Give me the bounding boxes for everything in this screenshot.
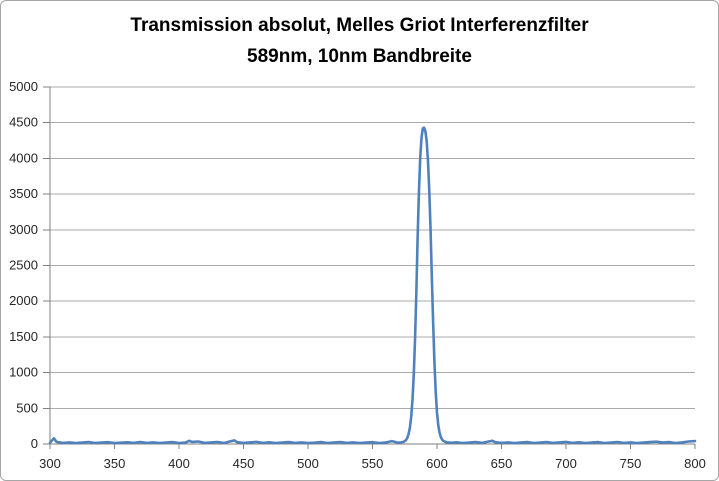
chart-title: Transmission absolut, Melles Griot Inter…	[1, 10, 718, 72]
x-tick-label: 550	[362, 456, 384, 471]
x-tick-label: 350	[104, 456, 126, 471]
y-tick-label: 500	[16, 400, 38, 415]
x-tick-label: 700	[555, 456, 577, 471]
y-tick-label: 1000	[9, 365, 38, 380]
x-tick-label: 500	[297, 456, 319, 471]
transmission-line	[48, 126, 697, 445]
y-tick-label: 2000	[9, 293, 38, 308]
x-tick-label: 800	[684, 456, 706, 471]
x-tick-label: 300	[39, 456, 61, 471]
x-tick-label: 650	[491, 456, 513, 471]
chart-title-line2: 589nm, 10nm Bandbreite	[247, 46, 472, 67]
y-tick-label: 2500	[9, 258, 38, 273]
y-tick-label: 4500	[9, 115, 38, 130]
y-tick-label: 4000	[9, 150, 38, 165]
x-tick-label: 600	[426, 456, 448, 471]
y-tick-label: 1500	[9, 329, 38, 344]
y-tick-label: 5000	[9, 79, 38, 94]
x-tick-label: 400	[168, 456, 190, 471]
y-tick-label: 3000	[9, 222, 38, 237]
chart-title-line1: Transmission absolut, Melles Griot Inter…	[130, 15, 589, 36]
y-tick-label: 3500	[9, 186, 38, 201]
x-tick-label: 750	[620, 456, 642, 471]
x-tick-label: 450	[233, 456, 255, 471]
y-tick-label: 0	[31, 436, 38, 451]
